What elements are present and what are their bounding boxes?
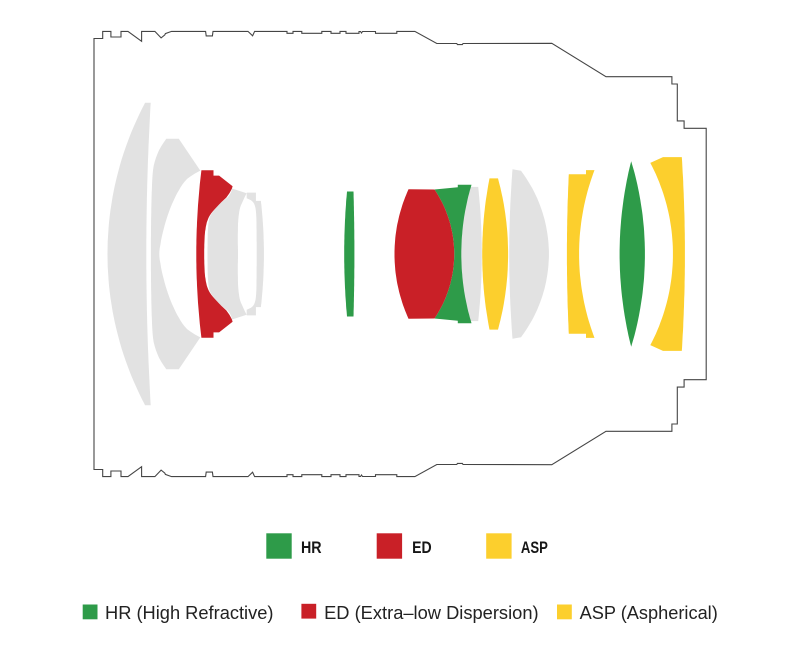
svg-text:ED (Extra–low Dispersion): ED (Extra–low Dispersion) [324,602,538,623]
svg-text:ED: ED [412,539,432,557]
svg-text:HR (High Refractive): HR (High Refractive) [105,602,274,623]
svg-text:ASP (Aspherical): ASP (Aspherical) [580,602,718,623]
svg-text:ASP: ASP [521,539,548,557]
svg-text:HR: HR [301,539,322,557]
